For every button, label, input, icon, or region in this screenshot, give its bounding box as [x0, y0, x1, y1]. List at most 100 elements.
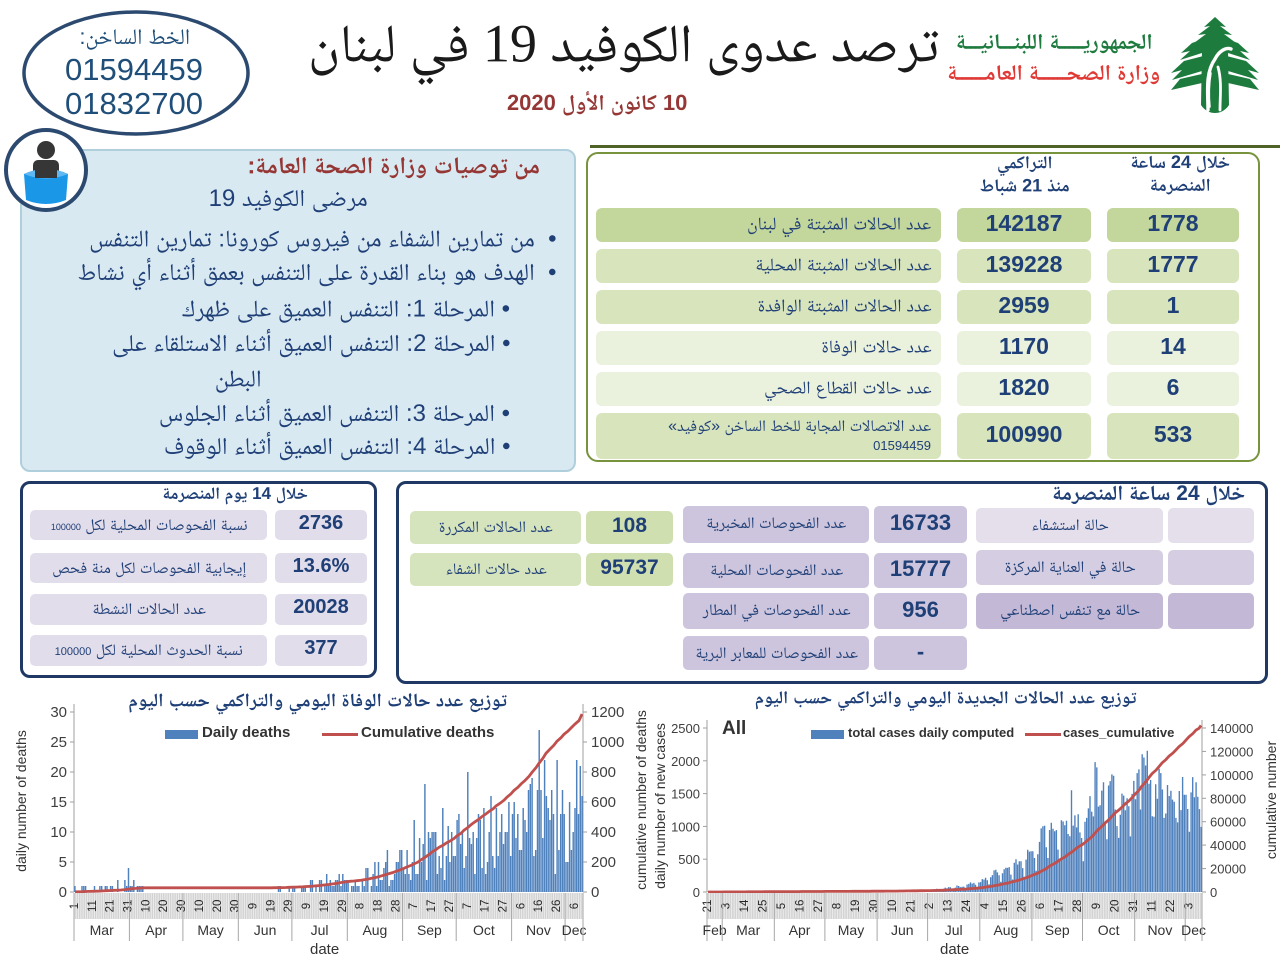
svg-text:27: 27 [498, 900, 510, 913]
svg-text:1200: 1200 [591, 704, 624, 721]
svg-text:Jun: Jun [254, 922, 277, 938]
svg-text:80000: 80000 [1210, 791, 1246, 806]
svg-text:19: 19 [265, 900, 277, 913]
svg-text:2: 2 [924, 903, 936, 909]
svg-text:1000: 1000 [671, 819, 700, 834]
svg-text:9: 9 [248, 903, 260, 909]
svg-text:Jul: Jul [945, 922, 963, 938]
svg-text:120000: 120000 [1210, 744, 1253, 759]
svg-text:5: 5 [776, 903, 788, 909]
svg-text:11: 11 [87, 900, 99, 912]
svg-text:Aug: Aug [362, 922, 387, 938]
svg-text:21: 21 [906, 900, 918, 913]
svg-text:140000: 140000 [1210, 721, 1253, 736]
svg-text:10: 10 [50, 824, 67, 841]
svg-text:Apr: Apr [145, 922, 167, 938]
svg-text:3: 3 [1183, 903, 1195, 909]
svg-text:10: 10 [194, 900, 206, 913]
svg-text:15: 15 [998, 900, 1010, 913]
svg-text:20: 20 [1109, 900, 1121, 913]
svg-text:400: 400 [591, 824, 616, 841]
svg-text:15: 15 [50, 794, 67, 811]
svg-text:20: 20 [158, 900, 170, 913]
svg-text:0: 0 [59, 884, 67, 901]
svg-text:May: May [838, 922, 864, 938]
svg-text:16: 16 [533, 900, 545, 913]
svg-text:600: 600 [591, 794, 616, 811]
svg-text:10: 10 [887, 900, 899, 913]
svg-text:Apr: Apr [789, 922, 811, 938]
svg-text:0: 0 [591, 884, 599, 901]
svg-text:60000: 60000 [1210, 815, 1246, 830]
svg-text:25: 25 [50, 734, 67, 751]
svg-text:6: 6 [515, 903, 527, 909]
svg-text:Oct: Oct [473, 922, 495, 938]
svg-text:7: 7 [408, 903, 420, 909]
svg-text:31: 31 [1128, 900, 1140, 913]
svg-text:17: 17 [426, 900, 438, 913]
svg-text:2500: 2500 [671, 721, 700, 736]
svg-text:6: 6 [1035, 903, 1047, 909]
svg-text:Aug: Aug [993, 922, 1018, 938]
svg-text:9: 9 [1091, 903, 1103, 909]
svg-text:500: 500 [678, 852, 700, 867]
svg-text:20: 20 [212, 900, 224, 913]
svg-text:Feb: Feb [703, 922, 727, 938]
svg-text:22: 22 [1165, 900, 1177, 913]
svg-text:0: 0 [693, 885, 700, 900]
svg-text:28: 28 [1072, 900, 1084, 913]
svg-text:1: 1 [69, 903, 81, 909]
svg-text:3: 3 [720, 903, 732, 909]
svg-text:27: 27 [813, 900, 825, 913]
svg-text:20000: 20000 [1210, 862, 1246, 877]
svg-text:17: 17 [480, 900, 492, 913]
svg-text:31: 31 [123, 900, 135, 913]
svg-text:1500: 1500 [671, 787, 700, 802]
svg-text:27: 27 [444, 900, 456, 913]
svg-text:Oct: Oct [1098, 922, 1120, 938]
svg-text:19: 19 [319, 900, 331, 913]
svg-text:Sep: Sep [1045, 922, 1070, 938]
svg-text:26: 26 [551, 900, 563, 913]
svg-text:20: 20 [50, 764, 67, 781]
svg-text:7: 7 [462, 903, 474, 909]
svg-text:10: 10 [140, 900, 152, 913]
svg-text:1000: 1000 [591, 734, 624, 751]
svg-text:40000: 40000 [1210, 838, 1246, 853]
svg-text:21: 21 [702, 900, 714, 913]
svg-text:May: May [197, 922, 223, 938]
svg-text:Dec: Dec [562, 922, 587, 938]
svg-text:30: 30 [869, 900, 881, 913]
svg-text:18: 18 [373, 900, 385, 913]
svg-text:100000: 100000 [1210, 768, 1253, 783]
svg-text:30: 30 [50, 704, 67, 721]
svg-text:Nov: Nov [526, 922, 551, 938]
svg-text:Sep: Sep [417, 922, 442, 938]
svg-text:200: 200 [591, 854, 616, 871]
svg-text:2000: 2000 [671, 754, 700, 769]
svg-text:Mar: Mar [736, 922, 760, 938]
svg-text:30: 30 [176, 900, 188, 913]
svg-text:21: 21 [105, 900, 117, 913]
svg-text:11: 11 [1146, 900, 1158, 912]
svg-text:5: 5 [59, 854, 67, 871]
svg-text:Dec: Dec [1181, 922, 1206, 938]
svg-text:24: 24 [961, 899, 973, 912]
svg-text:17: 17 [1054, 900, 1066, 913]
svg-text:19: 19 [850, 900, 862, 913]
svg-text:8: 8 [832, 903, 844, 909]
svg-text:8: 8 [355, 903, 367, 909]
svg-text:Jul: Jul [311, 922, 329, 938]
svg-text:Jun: Jun [891, 922, 914, 938]
svg-text:13: 13 [943, 900, 955, 913]
svg-text:28: 28 [390, 900, 402, 913]
svg-text:4: 4 [980, 902, 992, 909]
svg-text:30: 30 [230, 900, 242, 913]
svg-text:800: 800 [591, 764, 616, 781]
svg-text:25: 25 [757, 900, 769, 913]
svg-text:29: 29 [337, 900, 349, 913]
svg-text:6: 6 [569, 903, 581, 909]
svg-text:26: 26 [1017, 900, 1029, 913]
svg-text:0: 0 [1210, 885, 1217, 900]
svg-text:9: 9 [301, 903, 313, 909]
